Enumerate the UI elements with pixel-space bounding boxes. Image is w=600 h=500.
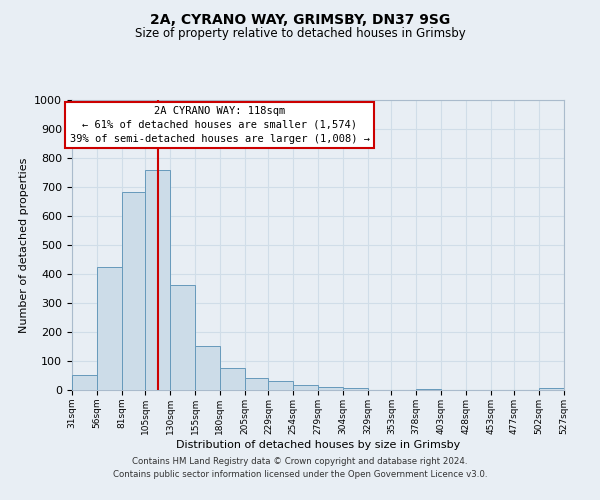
Y-axis label: Number of detached properties: Number of detached properties [19, 158, 29, 332]
Bar [97, 267, 122, 390]
Bar [145, 170, 170, 390]
Bar [268, 381, 293, 390]
Bar [245, 378, 268, 390]
X-axis label: Distribution of detached houses by size in Grimsby: Distribution of detached houses by size … [176, 440, 460, 450]
Bar [72, 375, 97, 390]
Text: Contains public sector information licensed under the Open Government Licence v3: Contains public sector information licen… [113, 470, 487, 479]
Text: Contains HM Land Registry data © Crown copyright and database right 2024.: Contains HM Land Registry data © Crown c… [132, 458, 468, 466]
Bar [122, 192, 145, 390]
Bar [195, 346, 220, 390]
Text: 2A, CYRANO WAY, GRIMSBY, DN37 9SG: 2A, CYRANO WAY, GRIMSBY, DN37 9SG [150, 12, 450, 26]
Bar [343, 388, 368, 390]
Bar [318, 387, 343, 390]
Text: Size of property relative to detached houses in Grimsby: Size of property relative to detached ho… [134, 28, 466, 40]
Bar [220, 368, 245, 390]
Bar [170, 285, 195, 390]
Bar [539, 388, 564, 390]
Bar [293, 385, 318, 390]
Bar [416, 388, 441, 390]
Text: 2A CYRANO WAY: 118sqm
← 61% of detached houses are smaller (1,574)
39% of semi-d: 2A CYRANO WAY: 118sqm ← 61% of detached … [70, 106, 370, 144]
